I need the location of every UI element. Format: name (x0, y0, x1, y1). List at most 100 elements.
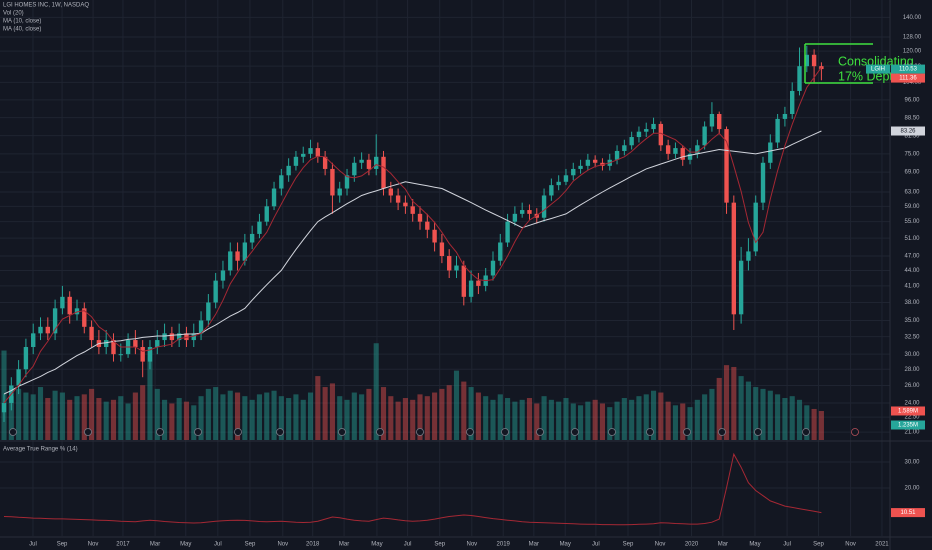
candle-body (622, 145, 627, 151)
candle-body (198, 320, 204, 334)
volume-bar (563, 398, 569, 440)
earnings-marker (466, 428, 474, 436)
candle-body (220, 270, 226, 281)
candle-body (308, 148, 313, 154)
candle-body (498, 242, 503, 261)
volume-bar (702, 394, 708, 440)
candle-body (702, 126, 707, 146)
volume-bar (23, 392, 29, 440)
candle-body (155, 340, 160, 348)
volume-bar (738, 376, 744, 440)
candle-body (717, 113, 722, 130)
volume-bar (483, 396, 489, 440)
volume-bar (315, 376, 321, 440)
x-tick-label: Mar (150, 542, 160, 548)
x-tick-label: Jul (29, 542, 37, 548)
candle-body (797, 66, 802, 91)
candle-body (629, 137, 634, 146)
candle-body (468, 280, 474, 297)
y-tick-label: 59.00 (904, 204, 920, 210)
volume-bar (665, 401, 671, 440)
ma10-tag-bg (891, 73, 925, 83)
candle-body (381, 156, 386, 189)
candle-body (585, 159, 591, 166)
candle-body (746, 251, 751, 261)
volume-bar (432, 392, 438, 440)
candle-body (476, 280, 481, 286)
atr-tag-bg (891, 508, 925, 518)
volume-bar (220, 394, 226, 440)
candle-body (257, 221, 262, 234)
volume-bar (417, 394, 423, 440)
y-tick-label: 81.50 (904, 133, 920, 139)
candle-body (790, 90, 795, 114)
volume-bar (176, 398, 182, 440)
volume-bar (118, 396, 124, 440)
volume-bar (45, 398, 51, 440)
volume-bar (96, 398, 102, 440)
volume-bar (154, 388, 160, 440)
consolidation-bracket (804, 43, 873, 84)
price-tags: LGIH 110.53 111.36 83.26 1.589M 1.235M 10.51 (866, 64, 925, 518)
candle-body (556, 181, 561, 186)
x-tick-label: Nov (845, 542, 856, 548)
volume-bar (468, 387, 474, 440)
y-tick-label: 21.00 (904, 430, 920, 436)
volume-bar (74, 396, 80, 440)
volume-bar (607, 407, 613, 440)
volume-bar (8, 396, 14, 440)
volume-bar (132, 392, 138, 440)
atr-line (3, 452, 822, 526)
volume-bar (140, 385, 146, 440)
candle-body (228, 251, 233, 271)
earnings-marker (501, 428, 509, 436)
volume-bar (278, 396, 284, 440)
volume-bar (753, 387, 759, 440)
volume-bar (103, 401, 109, 440)
volume-bar (796, 399, 803, 440)
candle-body (359, 159, 364, 163)
candle-body (337, 188, 342, 196)
candle-body (651, 123, 656, 130)
volume-bar (811, 408, 817, 440)
ma40-tag: 83.26 (891, 126, 925, 136)
candle-body (505, 221, 510, 243)
x-tick-label: 2019 (497, 542, 511, 548)
candle-body (352, 162, 357, 176)
candle-body (162, 333, 167, 341)
volume-bar (570, 403, 576, 440)
x-tick-label: 2018 (306, 542, 320, 548)
price-tag-bg (891, 64, 925, 74)
volume-bar (614, 401, 620, 440)
candle-body (760, 162, 766, 203)
candle-body (519, 210, 525, 214)
candle-body (665, 145, 671, 154)
volume-bar (242, 396, 248, 440)
y-tick-label: 88.50 (904, 115, 920, 121)
candle-body (147, 347, 153, 362)
candle-body (293, 156, 299, 166)
earnings-marker (338, 428, 346, 436)
volume-bar (329, 383, 335, 440)
candle-body (315, 148, 321, 157)
earnings-marker (802, 428, 810, 436)
candle-body (1, 402, 7, 413)
volume-bar (234, 392, 241, 440)
candle-body (31, 333, 36, 348)
candle-body (140, 347, 145, 362)
earnings-marker (683, 428, 691, 436)
volume-bar (67, 399, 73, 440)
volume-bar (578, 405, 584, 440)
candle-body (184, 333, 189, 341)
volume-bar (818, 410, 824, 440)
candle-body (344, 175, 350, 189)
y-tick-label: 41.00 (904, 283, 920, 289)
ma40-tag-text: 83.26 (900, 129, 916, 135)
candle-body (279, 175, 284, 189)
candle-body (118, 354, 123, 356)
earnings-marker (754, 428, 762, 436)
volume-bar (789, 396, 795, 440)
x-tick-label: 2020 (685, 542, 699, 548)
candle-body (673, 148, 678, 154)
y-tick-label: 51.00 (904, 236, 920, 242)
